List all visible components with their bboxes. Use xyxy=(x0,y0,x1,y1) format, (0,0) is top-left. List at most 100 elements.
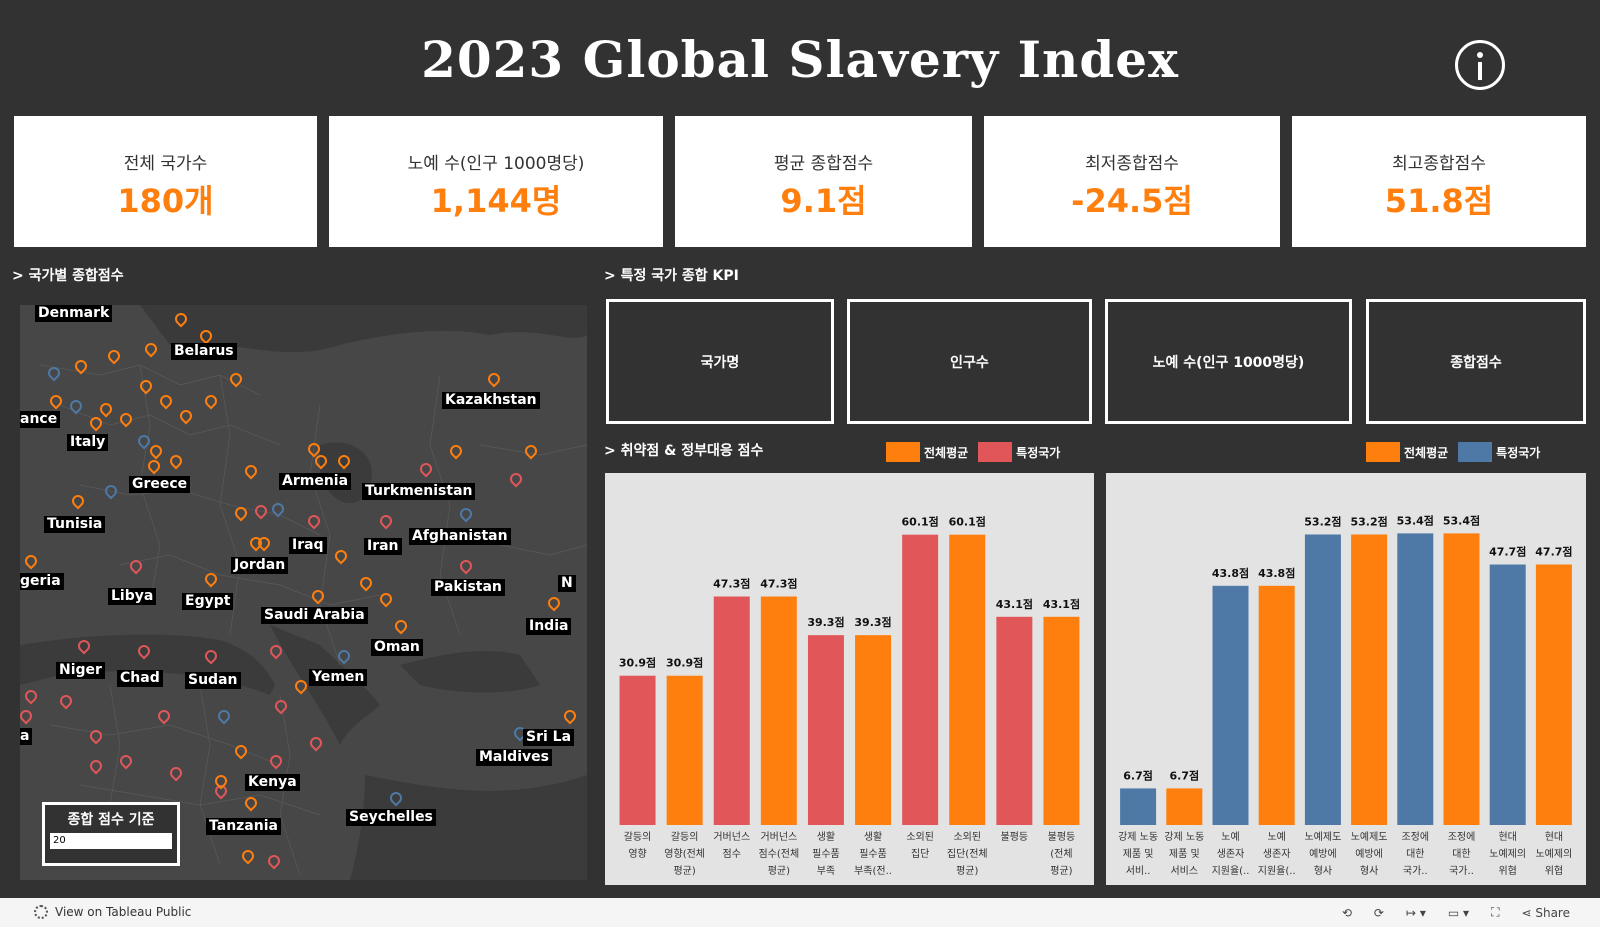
bar[interactable] xyxy=(713,596,750,825)
bar[interactable] xyxy=(807,635,844,825)
bar[interactable] xyxy=(1535,564,1572,825)
kpi-slaves-per-1000: 노예 수(인구 1000명당) 1,144명 xyxy=(329,116,663,247)
bar-value-label: 39.3점 xyxy=(807,615,844,629)
map-landmass xyxy=(20,305,587,880)
map-label-kenya: Kenya xyxy=(245,774,300,791)
category-label: 갈등의 영향 xyxy=(624,830,652,860)
category-label: 소외된 집단 xyxy=(906,831,934,860)
map-label-afghanistan: Afghanistan xyxy=(409,528,511,545)
map-label-greece: Greece xyxy=(129,476,191,493)
share-button[interactable]: ⋖ Share xyxy=(1521,905,1570,920)
bar[interactable] xyxy=(1212,585,1249,825)
map-label-seychelles: Seychelles xyxy=(346,809,436,826)
bar[interactable] xyxy=(1443,533,1480,825)
category-label: 노예제도 예방에 형사 xyxy=(1351,831,1388,877)
government-response-chart[interactable]: 6.7점 강제 노동 제품 및 서비.. 6.7점 강제 노동 제품 및 서비스 43.8점 노예… xyxy=(1106,473,1586,885)
map-label-sudan: Sudan xyxy=(185,672,241,689)
category-label: 노예제도 예방에 형사 xyxy=(1304,831,1341,877)
kpi-label: 최고종합점수 xyxy=(1392,154,1486,174)
bar[interactable] xyxy=(1304,534,1341,825)
bar[interactable] xyxy=(996,616,1033,825)
vulnerability-chart[interactable]: 30.9점 갈등의 영향 30.9점 갈등의 영향(전체 평균) 47.3점 거버넌스 점수 47.… xyxy=(605,473,1094,885)
category-label: 생활 필수품 부족(전.. xyxy=(854,830,892,877)
map-label-kazakhstan: Kazakhstan xyxy=(442,392,540,409)
map-label-saudi-arabia: Saudi Arabia xyxy=(261,607,368,624)
bar-value-label: 47.3점 xyxy=(713,577,750,591)
map-label-oman: Oman xyxy=(371,639,423,656)
kpi-box-country-name: 국가명 xyxy=(606,299,834,424)
map-filter-title: 종합 점수 기준 xyxy=(67,812,155,828)
category-label: 갈등의 영향(전체 평균) xyxy=(664,830,705,877)
kpi-value: -24.5점 xyxy=(1071,182,1193,220)
comment-icon[interactable]: ▭ ▾ xyxy=(1447,905,1470,920)
category-label: 거버넌스 점수(전체 평균) xyxy=(758,831,799,877)
info-icon[interactable] xyxy=(1455,40,1505,90)
map-label-chad: Chad xyxy=(117,670,163,687)
map-label-libya: Libya xyxy=(108,588,157,605)
tableau-logo-icon xyxy=(34,905,48,919)
legend-left: 전체평균 특정국가 xyxy=(886,442,1060,462)
legend-swatch-overall xyxy=(886,442,920,462)
map-label-denmark: Denmark xyxy=(35,305,113,322)
section-title-kpi: > 특정 국가 종합 KPI xyxy=(604,268,739,284)
map-score-filter: 종합 점수 기준 20 xyxy=(42,802,180,866)
bar[interactable] xyxy=(1166,788,1203,825)
view-on-tableau-link[interactable]: View on Tableau Public xyxy=(34,905,191,919)
category-label: 생활 필수품 부족 xyxy=(812,830,840,877)
fullscreen-icon[interactable]: ⛶ xyxy=(1491,905,1500,919)
category-label: 강제 노동 제품 및 서비스 xyxy=(1164,831,1204,877)
legend-label-country: 특정국가 xyxy=(1016,445,1061,460)
bar-value-label: 60.1점 xyxy=(949,515,986,529)
kpi-box-score: 종합점수 xyxy=(1366,299,1586,424)
bar-value-label: 43.1점 xyxy=(1043,597,1080,611)
bar-value-label: 47.7점 xyxy=(1489,545,1526,559)
map-filter-input[interactable]: 20 xyxy=(50,833,172,849)
category-label: 노예 생존자 지원율(.. xyxy=(1258,831,1296,877)
kpi-label: 평균 종합점수 xyxy=(773,154,874,174)
bar[interactable] xyxy=(902,534,939,825)
category-label: 불평등 xyxy=(1001,831,1029,843)
bar[interactable] xyxy=(949,534,986,825)
bar[interactable] xyxy=(1489,564,1526,825)
kpi-value: 1,144명 xyxy=(430,182,562,220)
kpi-label: 노예 수(인구 1000명당) xyxy=(407,154,585,174)
bar[interactable] xyxy=(1043,616,1080,825)
bar[interactable] xyxy=(619,675,656,825)
category-label: 강제 노동 제품 및 서비.. xyxy=(1118,831,1158,877)
kpi-average-score: 평균 종합점수 9.1점 xyxy=(675,116,972,247)
map-label-geria: geria xyxy=(20,573,64,590)
kpi-label: 전체 국가수 xyxy=(123,154,208,174)
bar-value-label: 6.7점 xyxy=(1169,768,1199,782)
kpi-label: 최저종합점수 xyxy=(1085,154,1179,174)
bar[interactable] xyxy=(666,675,703,825)
bar-value-label: 47.7점 xyxy=(1535,545,1572,559)
category-label: 현대 노예제의 위협 xyxy=(1535,831,1572,877)
bar[interactable] xyxy=(855,635,892,825)
map-label-tunisia: Tunisia xyxy=(44,516,106,533)
section-title-map: > 국가별 종합점수 xyxy=(12,268,124,284)
category-label: 소외된 집단(전체 평균) xyxy=(947,831,988,877)
bar-value-label: 53.2점 xyxy=(1350,514,1387,528)
dashboard-title: 2023 Global Slavery Index xyxy=(421,30,1179,89)
redo-icon[interactable]: ⟳ xyxy=(1373,905,1384,920)
bar-value-label: 39.3점 xyxy=(854,615,891,629)
bar[interactable] xyxy=(1351,534,1388,825)
legend-right: 전체평균 특정국가 xyxy=(1366,442,1540,462)
map-label-belarus: Belarus xyxy=(171,343,237,360)
map-label-maldives: Maldives xyxy=(476,749,552,766)
bar[interactable] xyxy=(760,596,797,825)
map-label-n: N xyxy=(558,575,576,592)
map-label-jordan: Jordan xyxy=(231,557,289,574)
revert-icon[interactable]: ↦ ▾ xyxy=(1405,905,1426,920)
bar[interactable] xyxy=(1258,585,1295,825)
bar[interactable] xyxy=(1397,533,1434,825)
country-score-map[interactable]: Denmark Belarus Kazakhstan ance Italy Greece A… xyxy=(20,305,587,880)
bar-value-label: 43.1점 xyxy=(996,597,1033,611)
map-label-pakistan: Pakistan xyxy=(431,579,505,596)
bar[interactable] xyxy=(1120,788,1157,825)
category-label: 조정에 대한 국가.. xyxy=(1401,831,1429,877)
legend-swatch-overall xyxy=(1366,442,1400,462)
undo-icon[interactable]: ⟲ xyxy=(1341,905,1352,920)
